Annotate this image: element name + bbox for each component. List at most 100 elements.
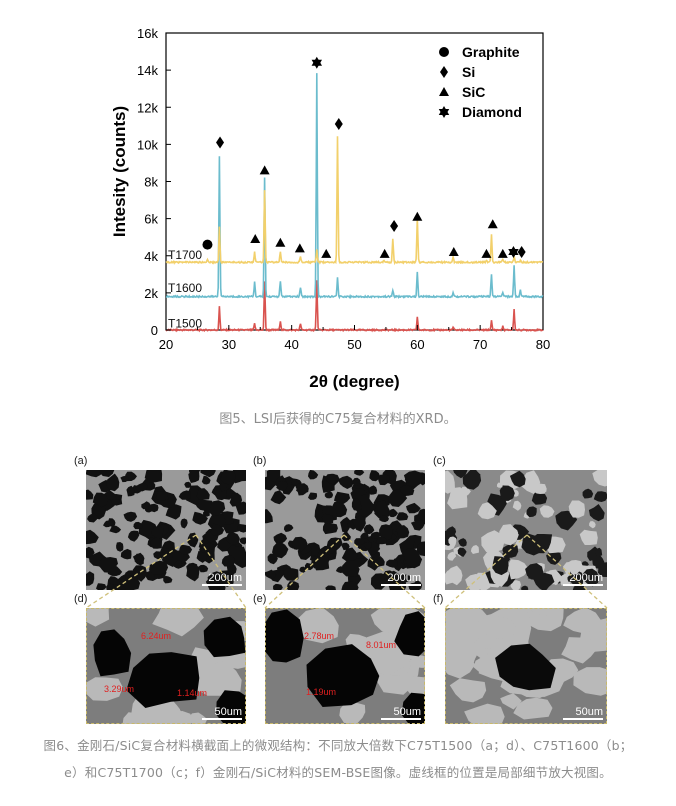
y-tick-label-14k: 14k xyxy=(137,63,158,78)
diamond-grain xyxy=(283,524,294,532)
diamond-grain xyxy=(92,492,109,508)
y-tick-label-2k: 2k xyxy=(144,286,158,301)
y-tick-label-6k: 6k xyxy=(144,212,158,227)
diamond-grain xyxy=(399,485,415,496)
annotation-markers xyxy=(202,56,526,259)
diamond-grain xyxy=(308,470,319,480)
legend-circle-marker xyxy=(439,47,449,57)
scale-bar xyxy=(563,718,603,720)
diamond-grain xyxy=(148,503,159,513)
y-axis-label: Intesity (counts) xyxy=(110,106,129,237)
sic-region xyxy=(513,697,553,720)
measurement-label-d1: 6.24um xyxy=(141,631,172,641)
diamond-grain xyxy=(379,515,389,523)
circle-marker-0 xyxy=(202,239,213,250)
figure6-caption-line2: e）和C75T1700（c；f）金刚石/SiC材料的SEM-BSE图像。虚线框的… xyxy=(64,765,612,780)
diamond-grain xyxy=(354,470,365,476)
sic-region xyxy=(573,667,607,696)
sic-region xyxy=(86,677,123,701)
diamond-grain xyxy=(326,473,340,485)
diamond-grain xyxy=(322,522,338,535)
diamond-grain xyxy=(155,490,169,501)
y-tick-label-0: 0 xyxy=(151,323,158,338)
diamond-grain xyxy=(87,513,99,523)
diamond-grain xyxy=(99,470,115,477)
legend-label-diamond: Diamond xyxy=(462,104,522,120)
sic-region xyxy=(86,608,110,627)
sic-region xyxy=(500,693,522,710)
x-tick-label-40: 40 xyxy=(284,337,298,352)
x-tick-label-80: 80 xyxy=(536,337,550,352)
panel-label-b: (b) xyxy=(253,455,267,467)
diamond-grain xyxy=(93,629,132,677)
diamond-grain xyxy=(368,485,378,495)
sem-image-d: 50um xyxy=(86,608,246,724)
sem-micrograph xyxy=(86,608,246,724)
diamond-grain xyxy=(363,524,375,535)
legend-label-si: Si xyxy=(462,64,475,80)
diamond-grain xyxy=(334,491,351,504)
sic-region xyxy=(193,661,242,696)
legend-star-marker-b xyxy=(438,109,450,118)
measurement-label-e3: 1.19um xyxy=(306,687,337,697)
series-label-t1500: T1500 xyxy=(168,317,202,331)
phase-region xyxy=(568,500,585,518)
diamond-grain xyxy=(207,512,226,531)
panel-label-c: (c) xyxy=(433,455,446,467)
sic-region xyxy=(408,655,425,668)
scale-bar xyxy=(202,718,242,720)
series-line-t1600 xyxy=(165,73,544,300)
diamond-grain xyxy=(352,477,361,487)
phase-region xyxy=(467,470,481,482)
diamond-marker-17 xyxy=(517,246,526,259)
phase-region xyxy=(512,500,522,511)
diamond-grain xyxy=(354,493,376,518)
diamond-grain xyxy=(201,475,211,485)
sic-region xyxy=(339,702,366,724)
plot-frame xyxy=(165,32,544,331)
diamond-grain xyxy=(265,609,304,663)
triangle-marker-2 xyxy=(250,234,261,244)
legend: Graphite Si SiC Diamond xyxy=(438,44,522,120)
sic-region xyxy=(152,608,204,637)
diamond-grain xyxy=(123,511,138,522)
diamond-grain xyxy=(188,470,200,483)
legend-label-graphite: Graphite xyxy=(462,44,520,60)
phase-region xyxy=(539,505,555,518)
panel-label-d: (d) xyxy=(74,593,88,605)
diamond-grain xyxy=(126,485,135,497)
legend-triangle-marker xyxy=(439,87,449,96)
diamond-grain xyxy=(135,482,148,492)
diamond-grain xyxy=(396,512,409,521)
triangle-marker-7 xyxy=(321,248,332,258)
sic-region xyxy=(473,654,501,673)
triangle-marker-11 xyxy=(412,211,423,221)
phase-region xyxy=(588,504,605,522)
sic-region xyxy=(449,678,487,703)
diamond-grain xyxy=(133,521,143,530)
diamond-grain xyxy=(103,520,114,528)
diamond-grain xyxy=(306,644,380,707)
triangle-marker-12 xyxy=(448,247,459,257)
diamond-grain xyxy=(351,498,362,511)
diamond-marker-1 xyxy=(216,136,225,149)
diamond-grain xyxy=(418,508,425,521)
phase-region xyxy=(531,490,548,505)
sic-region xyxy=(563,608,602,634)
diamond-grain xyxy=(276,481,288,492)
diamond-grain xyxy=(180,518,188,529)
diamond-grain xyxy=(109,525,122,534)
diamond-grain xyxy=(265,509,273,524)
x-tick-label-60: 60 xyxy=(410,337,424,352)
star-marker-16 xyxy=(508,246,519,259)
phase-region xyxy=(509,470,526,488)
diamond-grain xyxy=(184,481,192,488)
star-marker-16-b xyxy=(508,249,519,259)
diamond-grain xyxy=(196,488,210,500)
diamond-grain xyxy=(144,470,163,483)
sem-micrograph xyxy=(445,608,607,724)
triangle-marker-15 xyxy=(497,248,508,258)
sem-image-c: 200um xyxy=(445,470,607,590)
diamond-grain xyxy=(403,470,422,488)
diamond-marker-10 xyxy=(390,220,399,233)
